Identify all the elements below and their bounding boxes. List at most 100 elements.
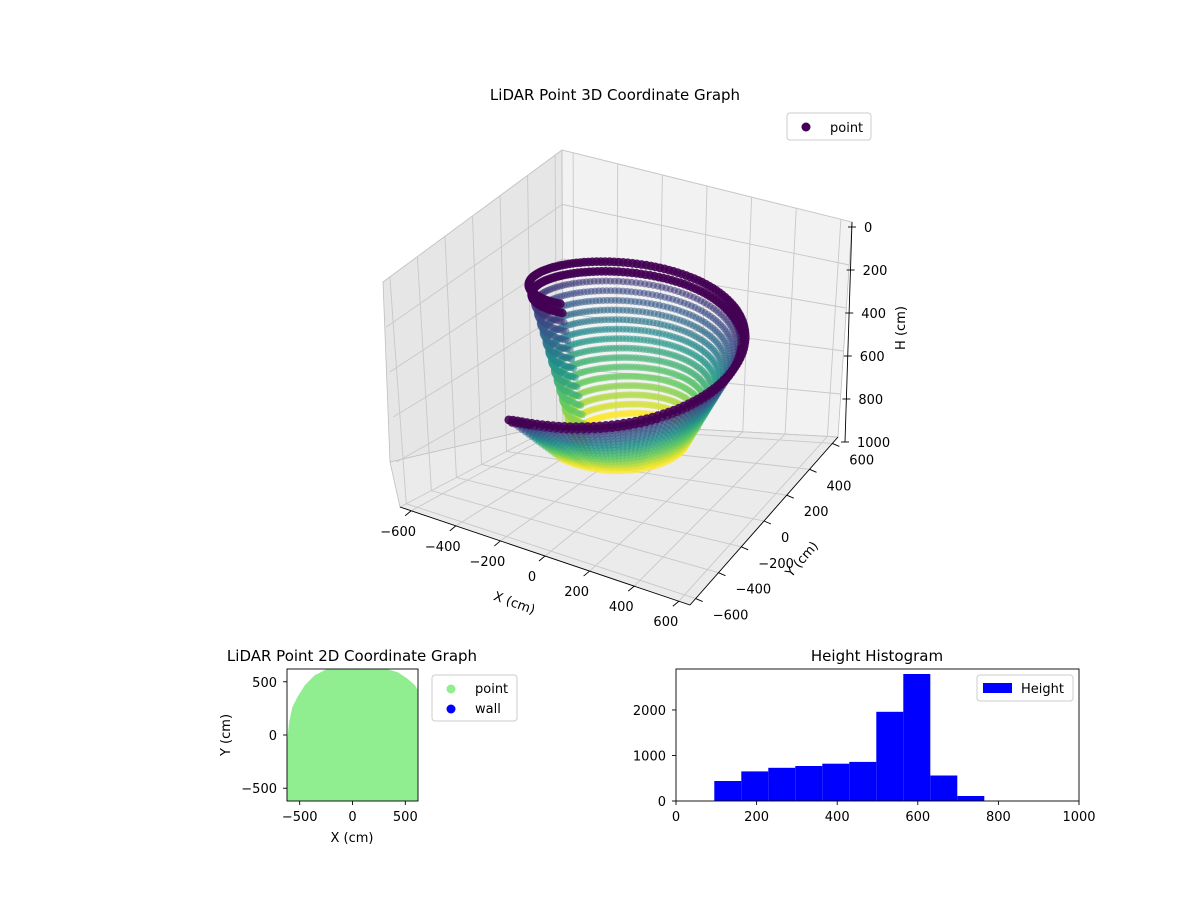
y-tick-label-3d-1: −400: [735, 583, 771, 598]
y-tick-label-3d-2: −200: [758, 557, 794, 572]
chart-2d-title: LiDAR Point 2D Coordinate Graph: [227, 647, 477, 665]
x-tick-label-2d-1: 0: [348, 810, 356, 825]
y-tick-3d-0: [695, 598, 703, 602]
y-tick-label-3d-0: −600: [713, 609, 749, 624]
point-3d-2453: [528, 288, 538, 297]
x-axis-label-2d: X (cm): [331, 831, 374, 846]
x-tick-label-hist-5: 1000: [1062, 810, 1095, 825]
y-axis-label-2d: Y (cm): [219, 714, 234, 757]
histogram-bar-8: [930, 775, 958, 801]
x-tick-label-hist-3: 600: [905, 810, 930, 825]
legend-2d-label-wall: wall: [475, 702, 501, 717]
legend-histogram-label: Height: [1021, 682, 1064, 697]
x-tick-3d-3: [538, 555, 546, 562]
histogram-bars: [714, 674, 985, 801]
grid-line-h-0: [382, 149, 853, 283]
y-tick-3d-4: [786, 494, 794, 499]
chart-histogram: Height Histogram 0 200 400 600 800 1000 0 1000 2…: [633, 647, 1096, 825]
y-tick-3d-6: [832, 443, 840, 447]
z-tick-label-3d-0: 0: [864, 221, 872, 236]
z-tick-label-3d-4: 800: [858, 393, 883, 408]
grid-3d: [382, 149, 853, 602]
histogram-bar-1: [741, 771, 769, 801]
y-tick-3d-3: [763, 520, 772, 525]
x-tick-label-hist-1: 200: [744, 810, 769, 825]
legend-histogram-swatch: [983, 683, 1012, 693]
x-tick-3d-2: [494, 540, 501, 547]
z-tick-label-3d-2: 400: [861, 307, 886, 322]
x-axis-label-3d: X (cm): [491, 589, 537, 618]
point-3d-2173: [551, 363, 558, 371]
histogram-bar-6: [876, 711, 904, 801]
x-tick-3d-6: [672, 600, 680, 607]
histogram-bar-9: [957, 796, 985, 801]
histogram-bar-2: [768, 767, 796, 801]
chart-2d: LiDAR Point 2D Coordinate Graph −500 −500…: [219, 647, 518, 846]
legend-3d-label-point: point: [830, 121, 863, 136]
chart-3d: LiDAR Point 3D Coordinate Graph −600 −400…: [380, 86, 909, 630]
frame-histogram: [675, 668, 1080, 802]
y-tick-3d-2: [741, 546, 749, 551]
y-tick-label-3d-5: 400: [827, 479, 852, 494]
z-tick-label-3d-1: 200: [863, 264, 888, 279]
z-axis-label-3d: H (cm): [894, 306, 909, 350]
histogram-bar-5: [849, 761, 877, 801]
point-cloud-3d: [504, 257, 750, 475]
ticks-histogram: 0 200 400 600 800 1000 0 1000 2000: [633, 704, 1096, 825]
point-3d-2343: [540, 326, 548, 334]
y-tick-label-2d-2: 500: [252, 676, 277, 691]
legend-2d-label-point: point: [475, 682, 508, 697]
x-tick-label-hist-0: 0: [672, 810, 680, 825]
point-3d-2218: [548, 354, 556, 362]
y-tick-label-2d-0: −500: [241, 782, 277, 797]
histogram-bar-0: [714, 781, 742, 801]
y-tick-3d-1: [718, 572, 726, 577]
point-3d-2376: [537, 317, 545, 325]
histogram-bar-3: [795, 766, 823, 801]
y-tick-3d-5: [809, 468, 817, 473]
x-tick-label-3d-2: −200: [470, 555, 506, 570]
y-tick-label-3d-3: 0: [781, 531, 789, 546]
grid-line-h-2: [389, 258, 847, 373]
histogram-bar-7: [903, 674, 931, 801]
legend-2d-marker-wall: [446, 704, 456, 714]
z-axis-line-3d: [844, 221, 853, 443]
y-tick-label-hist-0: 0: [658, 795, 666, 810]
x-tick-label-2d-0: −500: [282, 810, 318, 825]
z-tick-label-3d-3: 600: [860, 350, 885, 365]
x-tick-label-3d-5: 400: [609, 600, 634, 615]
z-tick-label-3d-5: 1000: [857, 436, 890, 451]
legend-histogram: Height: [976, 674, 1074, 702]
chart-3d-title: LiDAR Point 3D Coordinate Graph: [490, 86, 740, 104]
x-tick-3d-5: [627, 585, 635, 592]
x-tick-3d-0: [404, 510, 412, 517]
histogram-bar-4: [822, 763, 850, 801]
legend-2d: point wall: [431, 674, 518, 722]
x-tick-label-3d-6: 600: [653, 615, 678, 630]
legend-3d: point: [786, 112, 872, 141]
ticks-2d: −500 −500 0 0 500 500: [241, 676, 417, 825]
point-3d-2127: [553, 373, 561, 381]
grid-line-h-1: [386, 203, 850, 328]
legend-2d-marker-point: [446, 684, 456, 694]
x-tick-label-3d-1: −400: [425, 540, 461, 555]
x-tick-label-hist-4: 800: [986, 810, 1011, 825]
x-tick-label-3d-4: 200: [564, 585, 589, 600]
histogram-title: Height Histogram: [811, 647, 943, 665]
x-tick-3d-4: [583, 570, 590, 577]
point-region-2d: [287, 669, 418, 801]
legend-3d-marker-point: [801, 122, 811, 132]
x-tick-3d-1: [449, 525, 457, 532]
grid-line-h-5: [399, 421, 839, 508]
legend-histogram-frame: [976, 674, 1074, 702]
x-tick-label-3d-3: 0: [528, 570, 536, 585]
point-3d-2549: [504, 415, 514, 425]
point-3d-2084: [556, 382, 564, 390]
x-tick-label-3d-0: −600: [380, 525, 416, 540]
point-area-2d: [287, 669, 418, 801]
legend-3d-frame: [786, 112, 872, 141]
y-tick-label-3d-4: 200: [804, 505, 829, 520]
x-tick-label-hist-2: 400: [825, 810, 850, 825]
point-3d-2262: [545, 345, 553, 353]
